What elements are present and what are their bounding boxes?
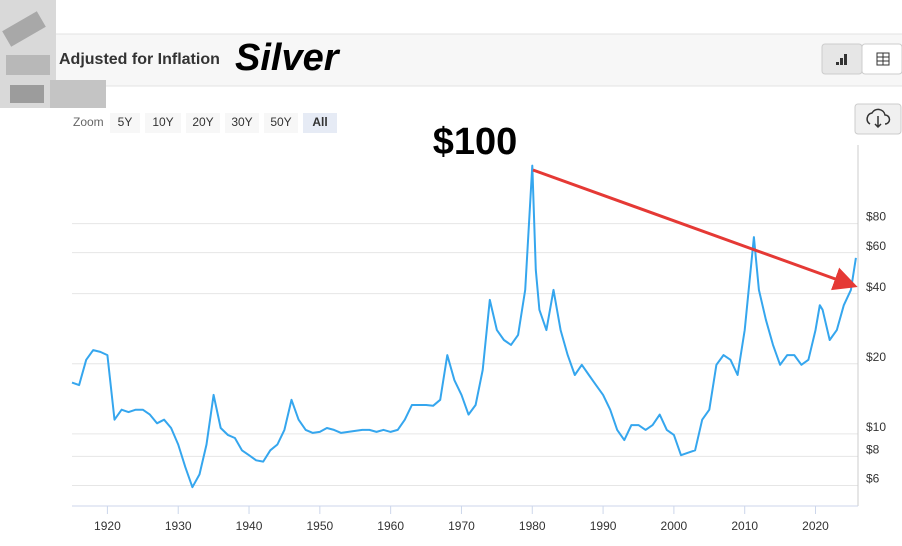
zoom-button[interactable]: 50Y (264, 113, 298, 133)
zoom-button-label: 20Y (192, 115, 213, 129)
x-tick-label: 1980 (519, 519, 546, 533)
y-tick-label: $10 (866, 420, 886, 434)
x-tick-label: 1920 (94, 519, 121, 533)
chart-view-button[interactable] (821, 43, 863, 75)
y-tick-label: $8 (866, 443, 880, 457)
x-tick-label: 1990 (590, 519, 617, 533)
plot: $6 $8 $10 $20 $40 $60 $80 1920 1930 1940 1950 1960 1… (71, 145, 886, 533)
zoom-button-bg (110, 113, 140, 133)
zoom-button[interactable]: 20Y (186, 113, 220, 133)
zoom-button-bg (303, 113, 337, 133)
table-view-button[interactable] (861, 43, 902, 75)
y-tick-label: $80 (866, 210, 886, 224)
x-tick-label: 1950 (306, 519, 333, 533)
zoom-button-bg (145, 113, 181, 133)
header-band (0, 34, 902, 86)
zoom-button-bg (264, 113, 298, 133)
silver-logo (0, 0, 106, 108)
price-line (71, 164, 857, 489)
y-tick-label: $6 (866, 472, 880, 486)
annotation: $100 (433, 121, 518, 163)
zoom-label: Zoom (73, 115, 104, 129)
y-tick-label: $60 (866, 239, 886, 253)
zoom-button-bg (225, 113, 259, 133)
x-tick-label: 1970 (448, 519, 475, 533)
zoom-buttons: 5Y 10Y 20Y 30Y 50Y All (110, 113, 337, 133)
zoom-button-label: All (312, 115, 327, 129)
x-tick-label: 2010 (731, 519, 758, 533)
x-tick-label: 1940 (236, 519, 263, 533)
y-tick-label: $40 (866, 280, 886, 294)
x-tick-label: 1930 (165, 519, 192, 533)
download-button[interactable] (854, 103, 902, 135)
x-tick-label: 1960 (377, 519, 404, 533)
zoom-button-label: 10Y (152, 115, 173, 129)
zoom-button-label: 5Y (118, 115, 133, 129)
zoom-button[interactable]: All (303, 113, 337, 133)
zoom-button[interactable]: 10Y (145, 113, 181, 133)
zoom-button-label: 30Y (231, 115, 252, 129)
y-tick-label: $20 (866, 350, 886, 364)
zoom-button[interactable]: 30Y (225, 113, 259, 133)
zoom-button[interactable]: 5Y (110, 113, 140, 133)
header-subtitle: Adjusted for Inflation (59, 51, 220, 68)
trend-arrow (532, 168, 858, 291)
x-tick-label: 2000 (661, 519, 688, 533)
x-tick-label: 2020 (802, 519, 829, 533)
zoom-button-label: 50Y (270, 115, 291, 129)
header-title: Silver (235, 37, 341, 79)
zoom-button-bg (186, 113, 220, 133)
